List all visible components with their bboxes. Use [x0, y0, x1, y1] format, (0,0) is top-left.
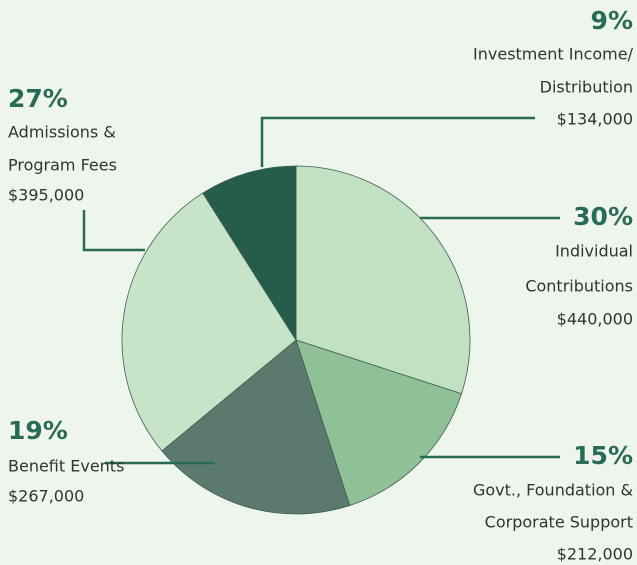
pie-slice: [202, 165, 297, 342]
amount-label: $134,000: [557, 110, 633, 129]
category-label: Govt., Foundation &: [473, 481, 633, 500]
slice-label: 30% Individual Contributions $440,000: [525, 202, 633, 329]
category-label: Individual: [555, 242, 633, 261]
pie-slice: [161, 339, 351, 515]
category-label: Benefit Events: [8, 457, 124, 476]
slice-label: 27% Admissions & Program Fees $395,000: [8, 84, 117, 205]
leader-line: [82, 210, 145, 252]
percent-label: 9%: [591, 6, 633, 35]
percent-label: 30%: [573, 202, 633, 231]
category-label: Investment Income/: [473, 45, 634, 64]
pie-slice: [295, 339, 462, 506]
percent-label: 19%: [8, 416, 68, 445]
amount-label: $267,000: [8, 487, 84, 506]
slice-label: 9% Investment Income/Distribution $134,000: [473, 6, 634, 129]
category-label: Admissions &: [8, 123, 116, 142]
percent-label: 27%: [8, 84, 68, 113]
category-label: Distribution: [540, 78, 633, 97]
leader-lines: [82, 116, 560, 465]
slice-label: 19% Benefit Events $267,000: [8, 416, 124, 506]
leader-line: [260, 116, 535, 167]
pie-slice: [121, 192, 297, 452]
pie: [121, 165, 471, 515]
category-label: Program Fees: [8, 156, 117, 175]
category-label: Contributions: [525, 277, 633, 296]
amount-label: $212,000: [557, 545, 633, 564]
amount-label: $440,000: [557, 310, 633, 329]
pie-slice: [295, 165, 471, 395]
category-label: Corporate Support: [485, 513, 633, 532]
percent-label: 15%: [573, 441, 633, 470]
amount-label: $395,000: [8, 186, 84, 205]
slice-label: 15% Govt., Foundation & Corporate Support $…: [473, 441, 633, 564]
